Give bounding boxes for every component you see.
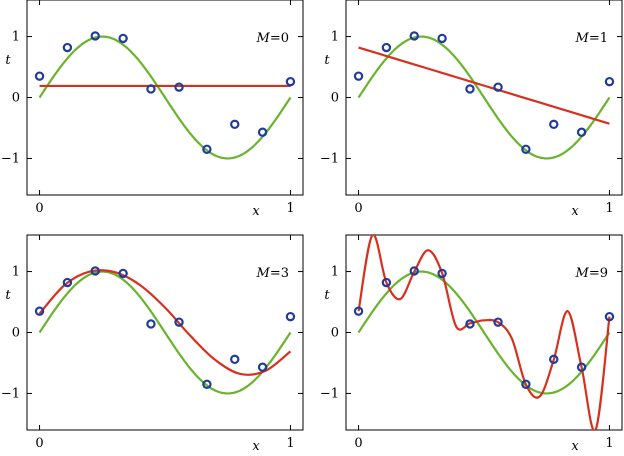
data-point (576, 127, 587, 137)
data-point (409, 31, 419, 41)
order-label-value: 1 (600, 31, 608, 46)
data-point (465, 84, 475, 94)
order-label-var: M (575, 31, 590, 46)
x-tick-label: 0 (35, 436, 43, 451)
data-point (174, 317, 184, 327)
data-point (437, 33, 447, 44)
data-point (34, 306, 45, 316)
y-tick-label: −1 (320, 386, 339, 401)
data-point (549, 354, 559, 365)
order-label-value: 0 (281, 31, 289, 46)
y-tick-label: 1 (12, 30, 20, 45)
y-axis-label: t (5, 288, 11, 303)
y-tick-label: 1 (12, 265, 20, 280)
data-point (381, 277, 392, 288)
data-point (230, 119, 240, 130)
data-point (146, 84, 156, 94)
y-tick-label: 1 (331, 265, 339, 280)
data-point (437, 268, 447, 279)
x-axis-label: x (252, 439, 260, 454)
x-tick-label: 1 (286, 201, 294, 216)
true-curve (357, 35, 611, 160)
order-label-eq: = (589, 31, 600, 46)
y-tick-label: 0 (331, 91, 339, 106)
x-axis-label: x (571, 204, 579, 219)
y-tick-label: −1 (320, 151, 339, 166)
data-point (257, 127, 268, 137)
data-point (521, 379, 531, 389)
data-point (118, 33, 128, 44)
true-curve (38, 35, 292, 160)
order-label: M=3 (256, 266, 290, 281)
data-point (353, 71, 364, 81)
order-label-var: M (256, 31, 271, 46)
data-point (576, 362, 587, 372)
data-point (202, 144, 212, 154)
y-axis-label: t (324, 288, 330, 303)
data-point (90, 266, 100, 276)
x-tick-label: 1 (605, 201, 613, 216)
y-axis-label: t (324, 53, 330, 68)
data-point (90, 31, 100, 41)
x-tick-label: 0 (354, 436, 362, 451)
y-tick-label: −1 (1, 151, 20, 166)
x-axis-label: x (252, 204, 260, 219)
x-tick-label: 1 (286, 436, 294, 451)
order-label: M=1 (575, 31, 609, 46)
y-tick-label: 0 (12, 91, 20, 106)
y-axis-label: t (5, 53, 11, 68)
data-point (118, 268, 128, 279)
data-point (202, 379, 212, 389)
fit-curve (358, 46, 610, 125)
fit-curve (38, 269, 292, 376)
data-point (521, 144, 531, 154)
panel-2: 1 0 −1 0 1 x t M=3 (1, 234, 304, 454)
data-point (465, 319, 475, 329)
order-label-var: M (256, 266, 271, 281)
x-tick-label: 1 (605, 436, 613, 451)
data-point (285, 76, 296, 87)
order-label: M=9 (575, 266, 609, 281)
data-point (257, 362, 268, 372)
data-point (230, 354, 240, 365)
y-tick-label: 0 (331, 326, 339, 341)
order-label-eq: = (270, 31, 281, 46)
data-point (604, 76, 615, 87)
data-point (285, 311, 296, 322)
data-point (146, 319, 156, 329)
panel-3: 1 0 −1 0 1 x t M=9 (320, 234, 623, 454)
x-tick-label: 0 (35, 201, 43, 216)
true-curve (38, 270, 292, 395)
x-tick-label: 0 (354, 201, 362, 216)
data-point (493, 82, 503, 92)
true-curve (357, 270, 611, 395)
order-label-value: 3 (281, 266, 289, 281)
data-point (604, 311, 615, 322)
order-label-eq: = (270, 266, 281, 281)
y-tick-label: 1 (331, 30, 339, 45)
data-point (409, 266, 419, 276)
order-label-value: 9 (600, 266, 608, 281)
data-point (174, 82, 184, 92)
order-label-var: M (575, 266, 590, 281)
data-point (549, 119, 559, 130)
order-label: M=0 (256, 31, 290, 46)
fit-curve (357, 235, 611, 430)
data-point (353, 306, 364, 316)
x-axis-label: x (571, 439, 579, 454)
y-tick-label: −1 (1, 386, 20, 401)
data-point (34, 71, 45, 81)
data-point (493, 317, 503, 327)
data-point (62, 277, 73, 288)
data-point (381, 42, 392, 53)
order-label-eq: = (589, 266, 600, 281)
data-point (62, 42, 73, 53)
y-tick-label: 0 (12, 326, 20, 341)
